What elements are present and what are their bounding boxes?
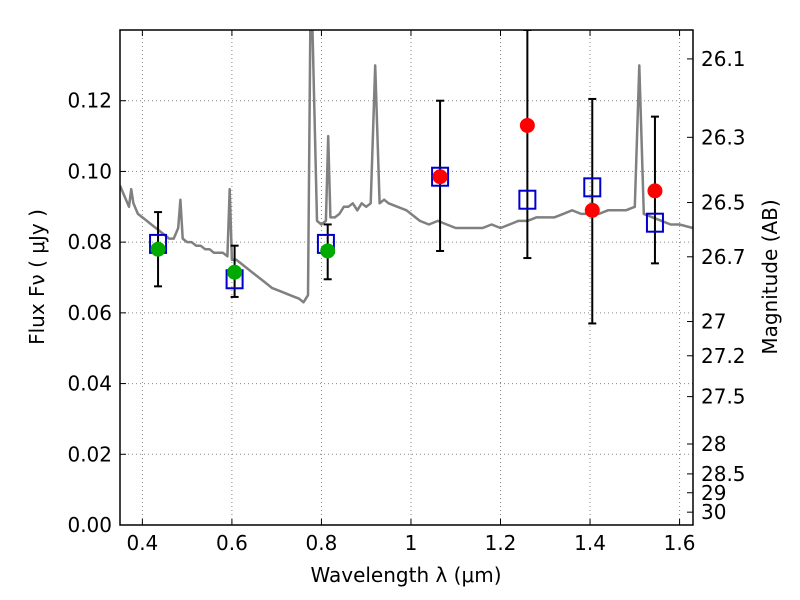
y2-tick-label: 29	[701, 481, 726, 505]
grid-lines	[120, 30, 693, 526]
model-square-point	[431, 166, 450, 187]
ir-data-point	[519, 117, 535, 133]
y2-tick-label: 26.5	[701, 191, 746, 215]
y2-axis-label: Magnitude (AB)	[758, 199, 782, 354]
y-tick-label: 0.04	[67, 372, 112, 396]
model-square-point	[645, 212, 664, 233]
y2-tick-label: 27.5	[701, 385, 746, 409]
hst-data-point	[150, 241, 166, 257]
x-tick-label: 1.4	[574, 531, 606, 555]
x-tick-label: 0.8	[306, 531, 338, 555]
hst-data-point	[320, 243, 336, 259]
y2-tick-label: 28.5	[701, 462, 746, 486]
axis-ticks: 0.4 0.6 0.8 1 1.2 1.4 1.6 0.00 0.02 0.04 0.06 0.08 0…	[67, 30, 746, 555]
y2-tick-label: 26.7	[701, 245, 746, 269]
hst-data-point	[227, 264, 243, 280]
y-tick-label: 0.06	[67, 301, 112, 325]
ir-data-point	[584, 202, 600, 218]
y2-tick-label: 30	[701, 500, 726, 524]
ir-data-point	[647, 183, 663, 199]
y2-tick-label: 26.1	[701, 47, 746, 71]
y-tick-label: 0.02	[67, 442, 112, 466]
plot-area	[120, 30, 693, 325]
y-tick-label: 0.08	[67, 230, 112, 254]
y-tick-label: 0.10	[67, 159, 112, 183]
model-square-point	[518, 189, 537, 210]
x-axis-label: Wavelength λ (μm)	[310, 563, 501, 587]
model-square-point	[583, 177, 602, 198]
x-tick-label: 0.4	[126, 531, 158, 555]
y-axis-label: Flux Fν ( μJy )	[25, 209, 49, 345]
x-tick-label: 0.6	[216, 531, 248, 555]
y-tick-label: 0.00	[67, 513, 112, 537]
x-tick-label: 1	[405, 531, 418, 555]
x-tick-label: 1.6	[664, 531, 696, 555]
ir-data-point	[432, 169, 448, 185]
y2-tick-label: 28	[701, 432, 726, 456]
y2-tick-label: 26.3	[701, 125, 746, 149]
y-tick-label: 0.12	[67, 89, 112, 113]
y2-tick-label: 27	[701, 310, 726, 334]
y2-tick-label: 27.2	[701, 344, 746, 368]
plot-frame	[119, 29, 694, 526]
x-tick-label: 1.2	[485, 531, 517, 555]
spectrum-line	[120, 30, 693, 304]
